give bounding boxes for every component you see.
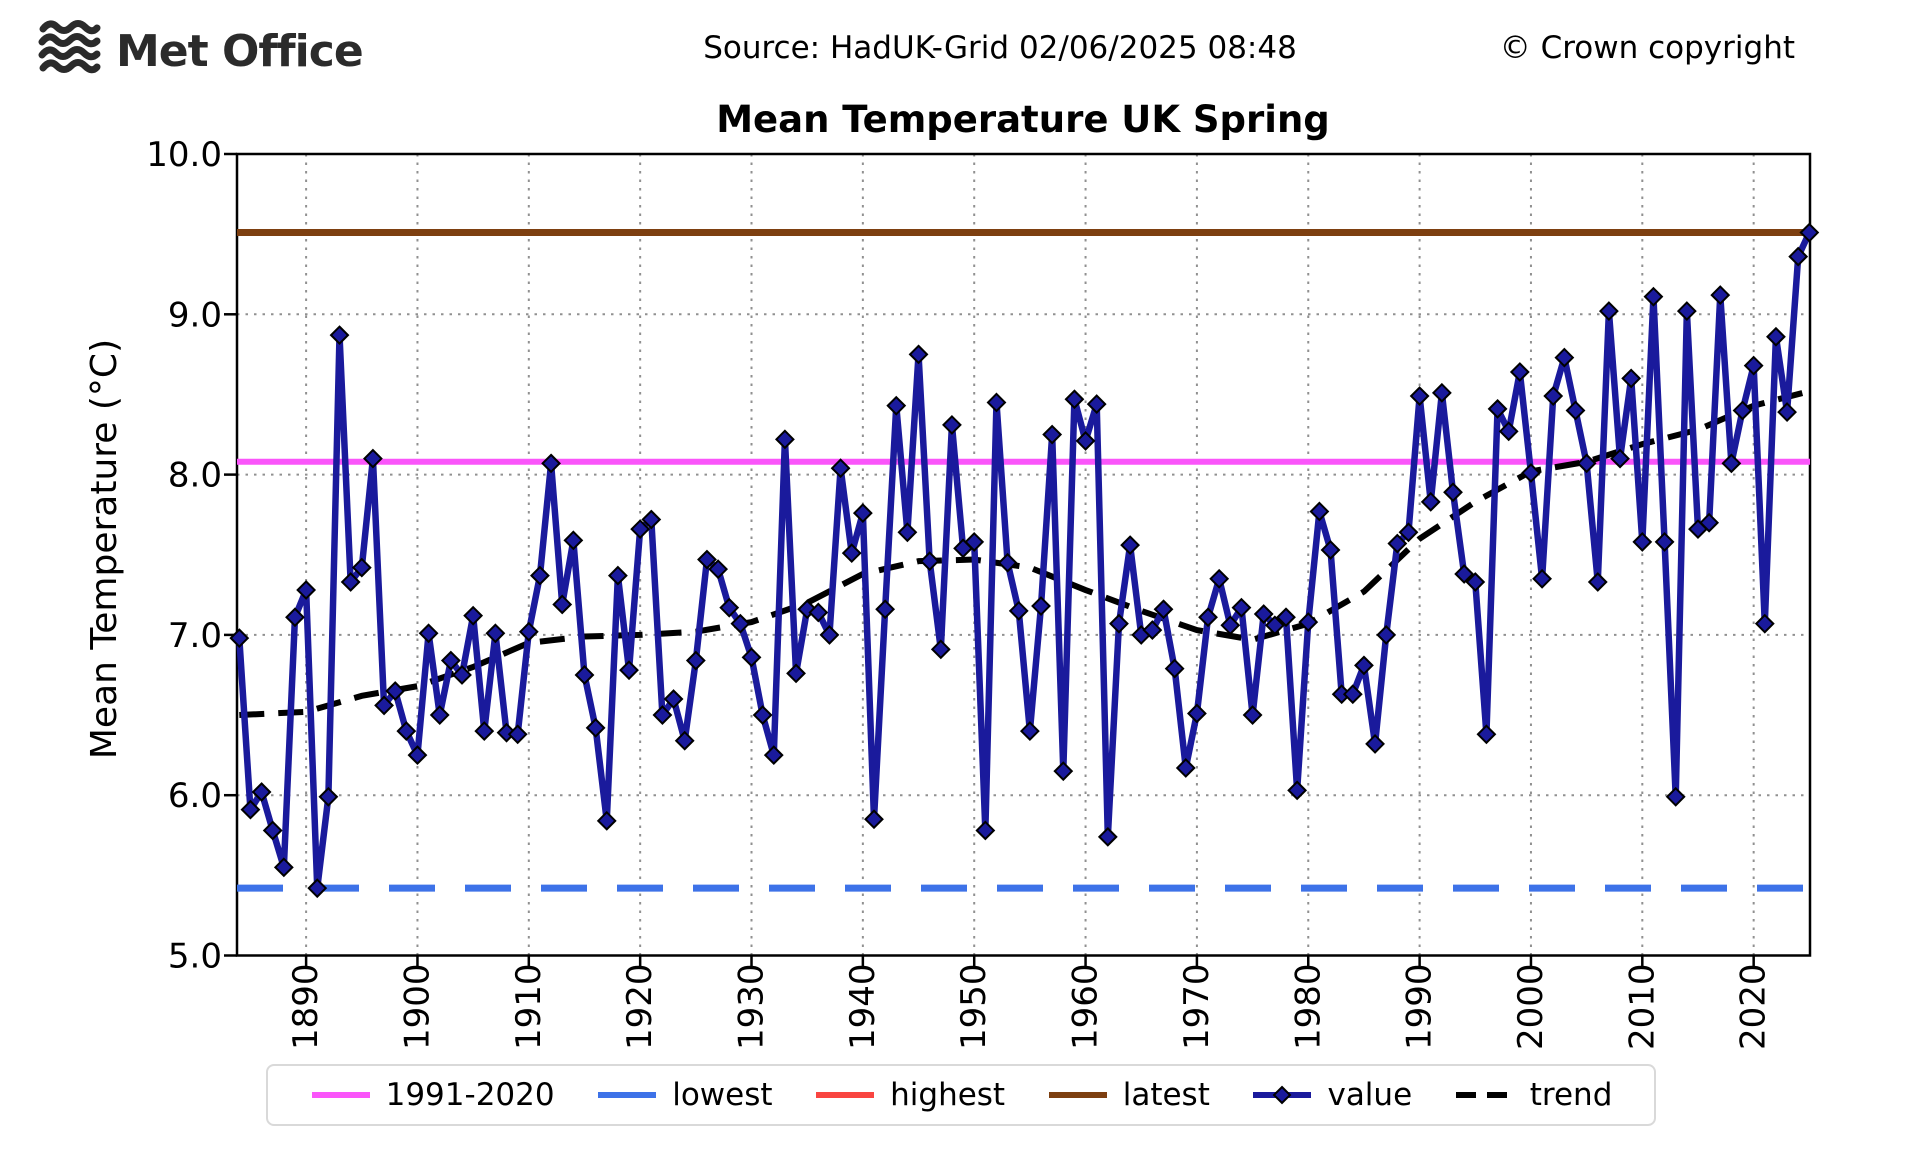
legend-label: trend — [1529, 1077, 1613, 1113]
legend-item-latest: latest — [1047, 1077, 1210, 1113]
met-office-logo: Met Office — [38, 18, 364, 84]
legend-swatch-value-icon — [1251, 1085, 1313, 1105]
svg-text:1970: 1970 — [1177, 963, 1217, 1050]
legend-swatch-trend-icon — [1454, 1085, 1516, 1105]
svg-text:1920: 1920 — [620, 963, 660, 1050]
legend-swatch-lowest-icon — [596, 1085, 658, 1105]
source-text: Source: HadUK-Grid 02/06/2025 08:48 — [703, 30, 1297, 66]
svg-text:5.0: 5.0 — [168, 937, 222, 977]
legend-label: value — [1327, 1077, 1413, 1113]
copyright-text: © Crown copyright — [1499, 30, 1795, 66]
svg-text:1910: 1910 — [509, 963, 549, 1050]
legend-item-highest: highest — [814, 1077, 1005, 1113]
legend-swatch-latest-icon — [1047, 1085, 1109, 1105]
logo-waves-icon — [38, 18, 102, 84]
svg-text:1950: 1950 — [954, 963, 994, 1050]
svg-text:2020: 2020 — [1734, 963, 1774, 1050]
legend-label: highest — [890, 1077, 1006, 1113]
legend: 1991-2020 lowest highest latest value tr… — [266, 1064, 1656, 1126]
legend-item-trend: trend — [1454, 1077, 1613, 1113]
svg-text:6.0: 6.0 — [168, 776, 222, 816]
legend-item-value: value — [1251, 1077, 1412, 1113]
svg-text:7.0: 7.0 — [168, 616, 222, 656]
svg-text:2000: 2000 — [1511, 963, 1551, 1050]
legend-swatch-average-icon — [310, 1085, 372, 1105]
svg-text:1930: 1930 — [732, 963, 772, 1050]
svg-text:10.0: 10.0 — [146, 135, 222, 175]
logo-text: Met Office — [116, 25, 364, 77]
legend-item-lowest: lowest — [596, 1077, 773, 1113]
chart-title: Mean Temperature UK Spring — [716, 98, 1330, 141]
legend-swatch-highest-icon — [814, 1085, 876, 1105]
svg-text:9.0: 9.0 — [168, 295, 222, 335]
svg-text:1960: 1960 — [1066, 963, 1106, 1050]
legend-item-average: 1991-2020 — [310, 1077, 555, 1113]
svg-text:1940: 1940 — [843, 963, 883, 1050]
legend-label: 1991-2020 — [385, 1077, 555, 1113]
svg-text:1900: 1900 — [397, 963, 437, 1050]
svg-text:2010: 2010 — [1622, 963, 1662, 1050]
svg-text:1890: 1890 — [286, 963, 326, 1050]
svg-text:1980: 1980 — [1288, 963, 1328, 1050]
legend-label: latest — [1122, 1077, 1210, 1113]
legend-label: lowest — [672, 1077, 773, 1113]
svg-text:1990: 1990 — [1400, 963, 1440, 1050]
svg-text:8.0: 8.0 — [168, 456, 222, 496]
